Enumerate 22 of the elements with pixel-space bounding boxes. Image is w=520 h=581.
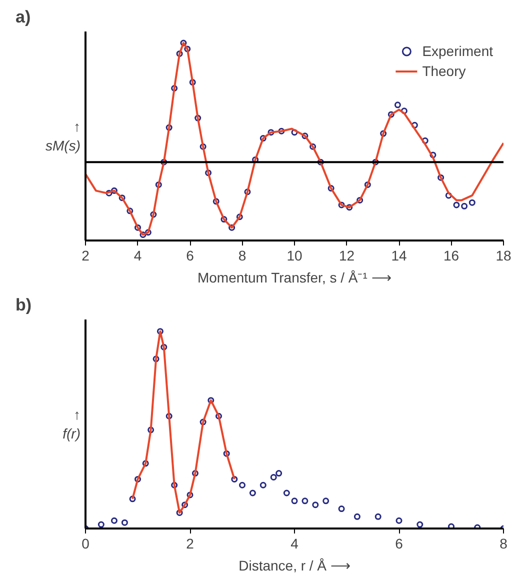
x-axis-title: Momentum Transfer, s / Å⁻¹ ⟶ bbox=[197, 270, 392, 286]
x-tick-label: 4 bbox=[134, 248, 142, 264]
chart-title: b) bbox=[16, 296, 32, 314]
x-tick-label: 14 bbox=[391, 248, 407, 264]
x-tick-label: 10 bbox=[286, 248, 302, 264]
legend-label: Theory bbox=[422, 63, 466, 79]
x-tick-label: 0 bbox=[82, 536, 90, 552]
y-axis-title: ↑ sM(s) bbox=[46, 118, 81, 154]
x-tick-label: 8 bbox=[500, 536, 508, 552]
x-tick-label: 12 bbox=[338, 248, 355, 264]
x-tick-label: 4 bbox=[290, 536, 299, 552]
x-tick-label: 2 bbox=[186, 536, 194, 552]
x-tick-label: 16 bbox=[443, 248, 460, 264]
x-tick-label: 18 bbox=[496, 248, 512, 264]
x-tick-label: 6 bbox=[395, 536, 404, 552]
legend-label: Experiment bbox=[422, 43, 493, 59]
y-axis-title: ↑ f(r) bbox=[62, 406, 81, 442]
chart-title: a) bbox=[16, 8, 31, 26]
x-tick-label: 6 bbox=[186, 248, 194, 264]
x-axis-title: Distance, r / Å ⟶ bbox=[238, 558, 350, 574]
x-tick-label: 2 bbox=[82, 248, 90, 264]
x-tick-label: 8 bbox=[238, 248, 246, 264]
